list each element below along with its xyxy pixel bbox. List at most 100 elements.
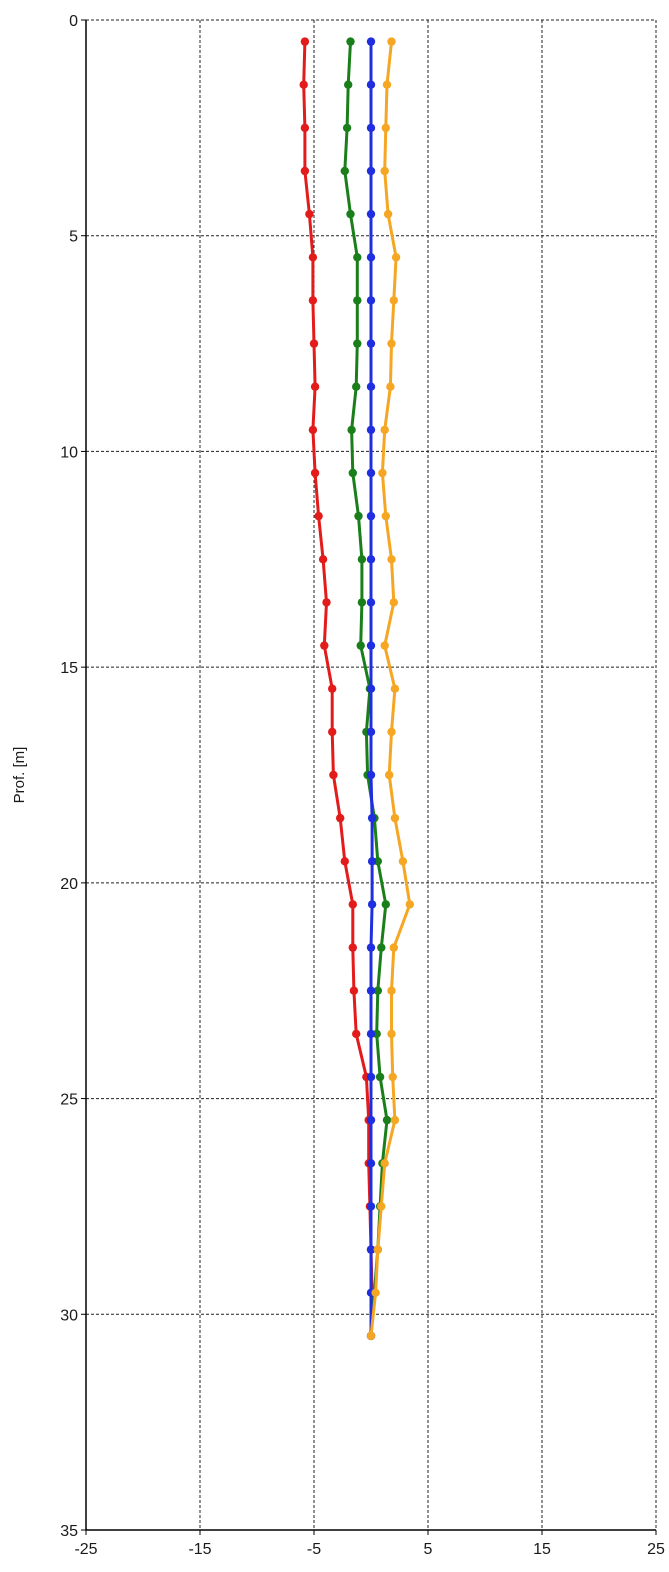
data-point bbox=[310, 382, 320, 391]
data-point bbox=[348, 900, 357, 909]
y-tick-label: 30 bbox=[60, 1307, 78, 1324]
x-tick-labels: -25 -15 -5 5 15 25 bbox=[74, 1541, 665, 1558]
y-tick-label: 25 bbox=[60, 1092, 78, 1109]
data-point bbox=[366, 641, 376, 650]
data-point bbox=[352, 1029, 361, 1039]
data-point bbox=[381, 123, 390, 133]
data-point bbox=[381, 900, 390, 909]
data-point bbox=[352, 382, 361, 391]
data-point bbox=[366, 296, 376, 305]
data-point bbox=[387, 1029, 396, 1039]
data-point bbox=[310, 468, 320, 478]
data-point bbox=[378, 468, 387, 478]
data-series bbox=[299, 37, 414, 1341]
data-point bbox=[366, 1331, 376, 1341]
data-point bbox=[380, 425, 389, 435]
data-point bbox=[346, 209, 355, 219]
data-point bbox=[300, 123, 310, 133]
y-tick-labels: 0 5 10 15 20 25 30 35 bbox=[60, 13, 78, 1540]
y-tick-label: 15 bbox=[60, 660, 78, 677]
data-point bbox=[366, 1029, 376, 1039]
data-point bbox=[329, 770, 338, 780]
x-tick-label: -5 bbox=[307, 1541, 321, 1558]
data-point bbox=[371, 1288, 380, 1297]
series-3 bbox=[366, 37, 414, 1341]
data-point bbox=[366, 727, 376, 737]
data-point bbox=[366, 253, 376, 262]
data-point bbox=[386, 382, 395, 391]
data-point bbox=[366, 555, 376, 564]
data-point bbox=[381, 511, 390, 521]
data-point bbox=[340, 857, 349, 866]
data-point bbox=[348, 943, 357, 952]
x-tick-label: -25 bbox=[74, 1541, 97, 1558]
y-axis-label: Prof. [m] bbox=[11, 747, 28, 804]
data-point bbox=[366, 1072, 376, 1082]
data-point bbox=[336, 813, 345, 823]
data-point bbox=[390, 1115, 400, 1125]
x-tick-label: 25 bbox=[647, 1541, 665, 1558]
series-2 bbox=[366, 37, 377, 1341]
data-point bbox=[366, 511, 376, 521]
data-point bbox=[377, 1202, 386, 1211]
data-point bbox=[387, 339, 396, 348]
data-point bbox=[383, 209, 393, 219]
data-point bbox=[366, 1245, 376, 1254]
data-point bbox=[320, 641, 329, 650]
data-point bbox=[322, 598, 331, 607]
data-point bbox=[309, 339, 319, 348]
data-point bbox=[388, 1072, 397, 1082]
data-point bbox=[328, 727, 337, 737]
data-point bbox=[387, 986, 396, 995]
data-point bbox=[382, 1115, 392, 1125]
data-point bbox=[380, 641, 389, 650]
data-point bbox=[387, 727, 396, 737]
data-point bbox=[373, 986, 382, 995]
data-point bbox=[318, 555, 328, 564]
data-point bbox=[405, 900, 414, 909]
data-point bbox=[353, 339, 362, 348]
data-point bbox=[366, 209, 376, 219]
y-tick-label: 35 bbox=[60, 1523, 78, 1540]
data-point bbox=[367, 813, 377, 823]
data-point bbox=[366, 123, 376, 133]
data-point bbox=[300, 166, 310, 176]
data-point bbox=[353, 253, 362, 262]
data-point bbox=[353, 296, 362, 305]
data-point bbox=[366, 1202, 376, 1211]
data-point bbox=[342, 123, 352, 133]
data-point bbox=[308, 425, 318, 435]
data-point bbox=[308, 253, 318, 262]
data-point bbox=[328, 684, 337, 693]
data-point bbox=[389, 943, 398, 952]
x-tick-label: -15 bbox=[188, 1541, 211, 1558]
data-point bbox=[373, 1245, 382, 1254]
data-point bbox=[314, 511, 323, 521]
y-tick-label: 5 bbox=[69, 229, 78, 246]
data-point bbox=[349, 986, 359, 995]
data-point bbox=[354, 511, 363, 521]
y-tick-label: 10 bbox=[60, 444, 78, 461]
data-point bbox=[366, 684, 376, 693]
data-point bbox=[389, 598, 398, 607]
data-point bbox=[391, 253, 401, 262]
data-point bbox=[366, 986, 376, 995]
data-point bbox=[366, 425, 376, 435]
data-point bbox=[348, 468, 357, 478]
data-point bbox=[366, 80, 376, 89]
data-point bbox=[380, 1159, 389, 1168]
y-tick-label: 20 bbox=[60, 876, 78, 893]
data-point bbox=[366, 382, 376, 391]
data-point bbox=[308, 296, 318, 305]
data-point bbox=[366, 339, 376, 348]
data-point bbox=[366, 166, 376, 176]
data-point bbox=[377, 943, 386, 952]
data-point bbox=[357, 598, 367, 607]
data-point bbox=[347, 425, 356, 435]
data-point bbox=[390, 684, 400, 693]
data-point bbox=[367, 857, 377, 866]
data-point bbox=[387, 555, 396, 564]
data-point bbox=[366, 37, 376, 46]
data-point bbox=[299, 80, 308, 89]
